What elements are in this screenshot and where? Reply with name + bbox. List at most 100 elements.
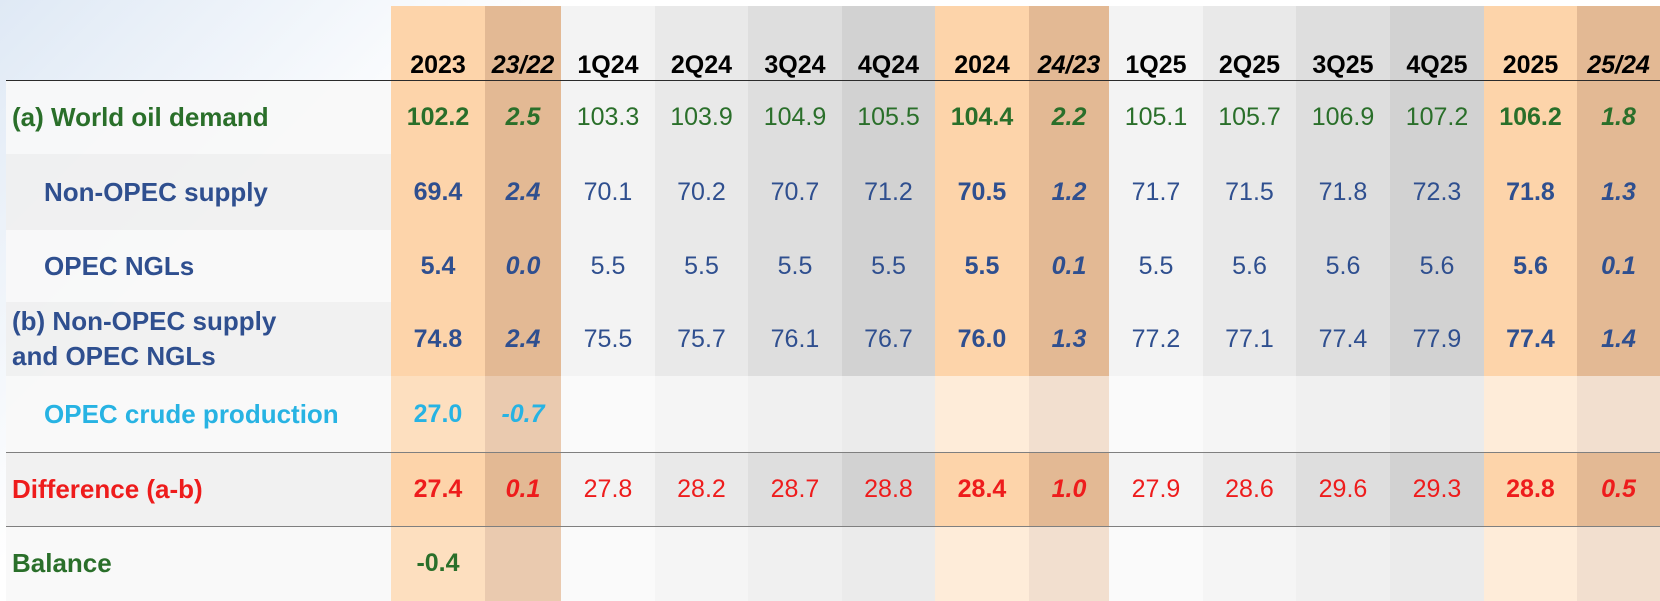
column-band — [935, 6, 1029, 601]
label-cell-bg — [6, 154, 391, 230]
column-header: 2025 — [1502, 51, 1559, 79]
table-cell: 107.2 — [1405, 102, 1469, 131]
label-cell-bg — [6, 230, 391, 302]
row-label: Non-OPEC supply — [44, 176, 268, 207]
table-cell: 2.2 — [1051, 102, 1087, 131]
table-cell: 1.8 — [1601, 102, 1636, 131]
table-cell: 0.1 — [1051, 251, 1087, 280]
column-band — [655, 6, 748, 601]
table-cell: 28.2 — [677, 474, 726, 503]
table-cell: 77.4 — [1506, 324, 1555, 353]
table-cell: 5.5 — [684, 251, 719, 280]
label-cell-bg — [6, 526, 391, 601]
table-cell: 5.5 — [964, 251, 1000, 280]
table-cell: 75.5 — [583, 324, 633, 353]
label-cell-bg — [6, 452, 391, 526]
column-band — [1390, 6, 1484, 601]
table-cell: 0.0 — [505, 251, 541, 280]
row-label: OPEC NGLs — [44, 250, 195, 281]
table-cell: 1.3 — [1601, 177, 1636, 206]
table-cell: 0.5 — [1601, 474, 1636, 503]
column-header: 4Q24 — [857, 51, 920, 79]
row-highlight — [561, 376, 1660, 452]
row-label: (a) World oil demand — [12, 101, 269, 132]
table-cell: 2.5 — [505, 102, 541, 131]
column-header: 2024 — [954, 51, 1010, 79]
table-cell: 71.8 — [1318, 177, 1368, 206]
column-band — [1577, 6, 1660, 601]
column-band — [1029, 6, 1109, 601]
row-label: Balance — [12, 548, 112, 578]
table-cell: 71.5 — [1225, 177, 1274, 206]
column-band — [842, 6, 935, 601]
table-cell: 0.1 — [1601, 251, 1636, 280]
column-band — [1203, 6, 1296, 601]
table-cell: 29.6 — [1318, 474, 1368, 503]
column-band — [391, 6, 485, 601]
table-cell: 102.2 — [406, 102, 470, 131]
table-cell: 103.9 — [670, 102, 733, 131]
table-cell: 0.1 — [505, 474, 541, 503]
table-cell: 28.8 — [864, 474, 913, 503]
table-cell: 77.4 — [1318, 324, 1368, 353]
column-header: 2Q25 — [1218, 51, 1281, 79]
column-band — [1484, 6, 1577, 601]
table-cell: 70.7 — [770, 177, 820, 206]
table-cell: 1.2 — [1051, 177, 1087, 206]
table-cell: 71.8 — [1506, 177, 1555, 206]
row-label: Difference (a-b) — [12, 473, 203, 504]
table-cell: 28.8 — [1506, 474, 1555, 503]
column-band — [748, 6, 842, 601]
table-cell: 28.4 — [957, 474, 1007, 503]
table-cell: 104.9 — [763, 102, 827, 131]
table-cell: 5.6 — [1232, 251, 1267, 280]
table-cell: 77.9 — [1412, 324, 1462, 353]
column-header: 3Q25 — [1312, 51, 1374, 79]
table-cell: 77.1 — [1225, 324, 1274, 353]
table-cell: 28.6 — [1225, 474, 1274, 503]
table-cell: 27.8 — [583, 474, 633, 503]
column-header: 2023 — [410, 51, 466, 79]
column-header: 25/24 — [1587, 51, 1650, 79]
column-header: 2Q24 — [670, 51, 733, 79]
column-band — [1296, 6, 1390, 601]
label-cell-bg — [6, 376, 391, 452]
table-cell: 28.7 — [770, 474, 820, 503]
table-cell: 5.5 — [871, 251, 906, 280]
column-band — [485, 6, 561, 601]
column-header: 4Q25 — [1406, 51, 1468, 79]
row-divider — [6, 526, 1660, 527]
table-cell: 106.9 — [1311, 102, 1375, 131]
table-cell: 27.0 — [413, 399, 463, 428]
table-cell: 27.4 — [413, 474, 463, 503]
table-cell: 76.1 — [770, 324, 820, 353]
table-cell: 5.6 — [1325, 251, 1361, 280]
table-cell: 104.4 — [950, 102, 1014, 131]
row-label: OPEC crude production — [44, 398, 339, 429]
column-band — [1109, 6, 1203, 601]
table-cell: 75.7 — [677, 324, 726, 353]
table-cell: 5.4 — [420, 251, 456, 280]
column-header: 1Q24 — [577, 51, 639, 79]
table-cell: 105.1 — [1124, 102, 1188, 131]
row-divider — [6, 452, 1660, 453]
label-cell-bg — [6, 80, 391, 154]
table-cell: 74.8 — [413, 324, 463, 353]
table-cell: 1.0 — [1051, 474, 1087, 503]
table-cell: 71.7 — [1131, 177, 1181, 206]
row-highlight — [391, 526, 561, 601]
table-cell: 103.3 — [576, 102, 640, 131]
column-header: 3Q24 — [764, 51, 826, 79]
table-cell: -0.7 — [501, 399, 545, 428]
column-header: 23/22 — [491, 51, 555, 79]
table-cell: 106.2 — [1499, 102, 1562, 131]
table-cell: 69.4 — [413, 177, 463, 206]
row-highlight — [391, 376, 561, 452]
column-header: 1Q25 — [1125, 51, 1187, 79]
row-label-lines: (b) Non-OPEC supply and OPEC NGLs — [12, 304, 276, 374]
table-cell: 2.4 — [505, 324, 541, 353]
table-cell: 1.4 — [1601, 324, 1636, 353]
table-cell: 70.2 — [677, 177, 726, 206]
table-cell: 5.5 — [590, 251, 626, 280]
column-header: 24/23 — [1037, 51, 1101, 79]
